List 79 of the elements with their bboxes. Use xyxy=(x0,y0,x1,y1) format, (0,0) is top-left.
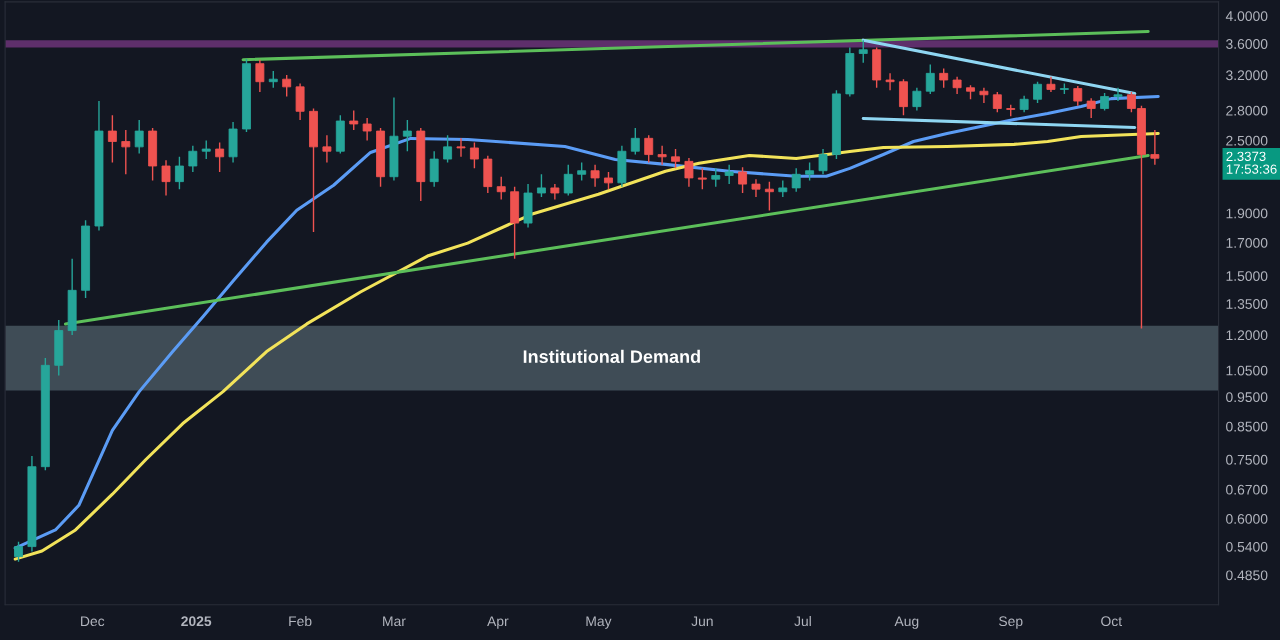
y-tick-label: 0.6700 xyxy=(1226,484,1268,495)
candlestick xyxy=(255,59,265,93)
candlestick xyxy=(925,63,935,95)
y-tick-label: 0.8500 xyxy=(1226,421,1268,432)
y-tick-label: 1.3500 xyxy=(1226,299,1268,309)
y-tick-label: 2.8000 xyxy=(1226,105,1268,116)
y-tick-label: 0.4850 xyxy=(1226,570,1268,581)
candlestick xyxy=(684,157,694,188)
candlestick xyxy=(644,134,654,164)
candlestick xyxy=(1073,85,1083,107)
band-label: Institutional Demand xyxy=(523,349,700,364)
candlestick xyxy=(563,164,573,197)
x-tick-label: Jun xyxy=(691,616,713,627)
y-tick-label: 0.6000 xyxy=(1226,513,1268,524)
candlestick xyxy=(429,150,439,188)
x-tick-label: Sep xyxy=(999,616,1023,629)
candlestick xyxy=(161,159,171,197)
candlestick xyxy=(107,114,117,164)
candlestick xyxy=(791,167,801,193)
y-tick-label: 1.5000 xyxy=(1226,271,1268,281)
candlestick xyxy=(469,141,479,170)
candlestick xyxy=(939,67,949,89)
candlestick xyxy=(657,145,667,166)
x-tick-label: Mar xyxy=(383,616,406,627)
y-tick-label: 2.5000 xyxy=(1226,135,1268,146)
candlestick xyxy=(188,145,198,173)
candlestick xyxy=(1033,81,1042,104)
candlestick xyxy=(402,119,412,152)
candlestick xyxy=(201,139,211,160)
candlestick xyxy=(14,541,23,563)
candlestick xyxy=(349,109,359,131)
text: 17:53:36 xyxy=(1226,164,1277,174)
candlestick xyxy=(443,134,453,164)
candlestick xyxy=(818,148,828,175)
candlestick xyxy=(362,117,372,142)
y-tick-label: 3.2000 xyxy=(1226,70,1268,81)
candlestick xyxy=(215,141,225,173)
candlestick xyxy=(456,137,466,158)
candlestick xyxy=(724,164,734,185)
y-tick-label: 3.6000 xyxy=(1226,39,1268,49)
candlestick xyxy=(671,148,680,170)
candlestick xyxy=(764,180,774,212)
candlestick xyxy=(322,134,332,164)
candlestick xyxy=(912,87,922,112)
candlestick xyxy=(282,74,292,98)
candlestick xyxy=(496,176,506,201)
y-tick-label: 1.0500 xyxy=(1226,365,1268,376)
y-tick-label: 0.5400 xyxy=(1226,541,1268,552)
text: 2.3373 xyxy=(1226,151,1266,162)
candlestick xyxy=(590,164,600,188)
x-tick-label: May xyxy=(586,616,612,629)
x-tick-label: Apr xyxy=(487,616,509,629)
candlestick xyxy=(537,173,546,198)
candlestick xyxy=(1150,129,1160,166)
x-tick-label: Dec xyxy=(81,616,105,627)
x-tick-label: Jul xyxy=(794,615,811,627)
candlestick xyxy=(121,129,131,175)
candlestick xyxy=(979,87,989,104)
candlestick xyxy=(885,72,895,92)
x-tick-label: 2025 xyxy=(181,616,212,627)
candlestick xyxy=(858,39,868,64)
y-tick-label: 1.9000 xyxy=(1226,208,1268,219)
candlestick xyxy=(711,167,721,188)
candlestick xyxy=(630,127,640,156)
candlestick xyxy=(134,119,144,155)
candlestick xyxy=(1113,87,1123,102)
x-tick-label: Feb xyxy=(289,615,312,627)
y-tick-label: 1.7000 xyxy=(1226,237,1268,248)
x-tick-label: Aug xyxy=(894,616,919,629)
candlestick xyxy=(174,156,184,190)
y-tick-label: 0.7500 xyxy=(1226,454,1268,465)
candlestick xyxy=(992,91,1002,113)
y-tick-label: 1.2000 xyxy=(1226,330,1268,341)
x-tick-label: Oct xyxy=(1101,616,1122,627)
candlestick xyxy=(738,166,748,194)
candlestick xyxy=(1086,97,1096,119)
y-tick-label: 4.0000 xyxy=(1225,11,1268,22)
y-tick-label: 0.9500 xyxy=(1226,392,1268,403)
candlestick xyxy=(697,167,707,190)
